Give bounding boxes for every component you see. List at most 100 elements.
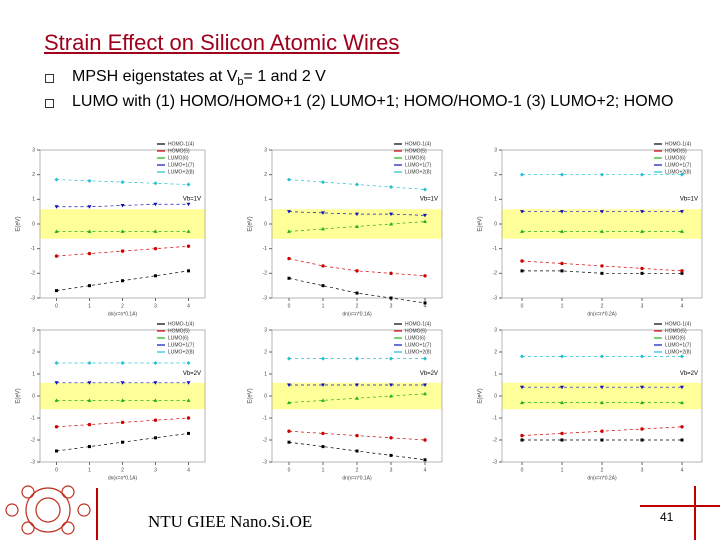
point	[355, 396, 359, 400]
point	[680, 354, 684, 359]
series-line	[288, 277, 426, 304]
point	[54, 205, 59, 209]
point	[680, 400, 684, 405]
point	[120, 361, 125, 365]
point	[87, 361, 92, 365]
point	[186, 244, 191, 248]
y-tick-label: 1	[494, 197, 497, 203]
y-tick-label: 3	[494, 327, 497, 333]
point	[287, 276, 291, 280]
y-tick-label: 3	[264, 327, 267, 333]
legend-label: LUMO(6)	[665, 335, 686, 341]
point	[560, 354, 564, 359]
x-tick-label: 4	[681, 467, 684, 473]
legend-label: LUMO(6)	[168, 335, 189, 341]
legend-label: HOMO-1(4)	[168, 141, 194, 147]
y-tick-label: 1	[264, 197, 267, 203]
x-tick-label: 3	[154, 467, 157, 473]
point	[600, 229, 604, 233]
y-axis-label: E(eV)	[248, 388, 254, 403]
point	[520, 259, 524, 263]
point	[54, 425, 59, 429]
y-tick-label: 0	[494, 393, 497, 399]
point	[287, 177, 291, 182]
point	[87, 229, 92, 233]
x-tick-label: 2	[121, 303, 124, 309]
point	[423, 301, 427, 305]
y-tick-label: -2	[263, 437, 268, 443]
point	[560, 431, 564, 436]
point	[287, 256, 291, 261]
point	[389, 436, 393, 440]
x-axis-label: dn(x=n*0.2A)	[587, 475, 617, 481]
y-tick-label: 0	[264, 393, 267, 399]
point	[423, 219, 427, 224]
point	[87, 398, 92, 402]
x-tick-label: 0	[521, 467, 524, 473]
point	[287, 383, 291, 387]
y-tick-label: -1	[31, 246, 36, 252]
y-tick-label: 1	[494, 371, 497, 377]
x-tick-label: 3	[390, 303, 393, 309]
point	[423, 187, 427, 192]
point	[321, 226, 325, 231]
point	[389, 185, 393, 189]
y-tick-label: 2	[494, 172, 497, 178]
point	[600, 385, 604, 390]
point	[121, 279, 124, 283]
point	[321, 211, 325, 215]
bullet-marker	[45, 74, 54, 83]
highlight-band	[502, 209, 702, 239]
point	[54, 254, 59, 258]
point	[186, 398, 191, 402]
y-tick-label: -1	[263, 246, 268, 252]
point	[287, 210, 291, 214]
point	[520, 433, 524, 438]
point	[640, 400, 644, 405]
logo	[5, 485, 91, 535]
y-tick-label: 3	[494, 147, 497, 153]
x-tick-label: 0	[55, 303, 58, 309]
point	[121, 440, 124, 444]
legend-label: LUMO+1(7)	[168, 342, 195, 348]
point	[153, 398, 158, 402]
point	[680, 172, 684, 177]
point	[287, 356, 291, 361]
bullet: MPSH eigenstates at Vb= 1 and 2 V	[72, 66, 692, 93]
legend-label: HOMO(5)	[665, 328, 687, 334]
chart-panel: -3 -2 -1 0 1 2 3 0 1 2 3 4 dn(x=n*0.1A) E(eV) Vb=1V HOM…	[16, 141, 206, 317]
highlight-band	[40, 382, 205, 410]
legend-label: LUMO(6)	[665, 155, 686, 161]
point	[423, 213, 427, 218]
legend-label: LUMO+1(7)	[665, 162, 692, 168]
y-tick-label: 0	[32, 221, 35, 227]
footer: NTU GIEE Nano.Si.OE	[148, 512, 313, 531]
point	[520, 438, 524, 442]
point	[355, 383, 359, 387]
point	[355, 212, 359, 217]
point	[187, 269, 190, 273]
point	[87, 205, 92, 209]
x-tick-label: 3	[641, 303, 644, 309]
point	[640, 438, 644, 442]
x-tick-label: 4	[681, 303, 684, 309]
x-tick-label: 4	[424, 467, 427, 473]
chart-panel: -3 -2 -1 0 1 2 3 0 1 2 3 4 dn(x=n*0.1A) E(eV) Vb=1V HOM…	[248, 141, 443, 317]
legend-label: HOMO(5)	[405, 328, 427, 334]
point	[560, 172, 564, 177]
point	[520, 269, 524, 273]
point	[600, 354, 604, 359]
point	[600, 271, 604, 275]
y-tick-label: 3	[32, 147, 35, 153]
point	[87, 178, 92, 183]
point	[120, 381, 125, 385]
point	[186, 182, 191, 187]
legend-label: LUMO(6)	[168, 155, 189, 161]
point	[287, 429, 291, 433]
point	[88, 445, 91, 449]
point	[389, 222, 393, 226]
y-tick-label: 3	[32, 327, 35, 333]
point	[520, 210, 524, 214]
annotation: Vb=1V	[680, 196, 698, 202]
